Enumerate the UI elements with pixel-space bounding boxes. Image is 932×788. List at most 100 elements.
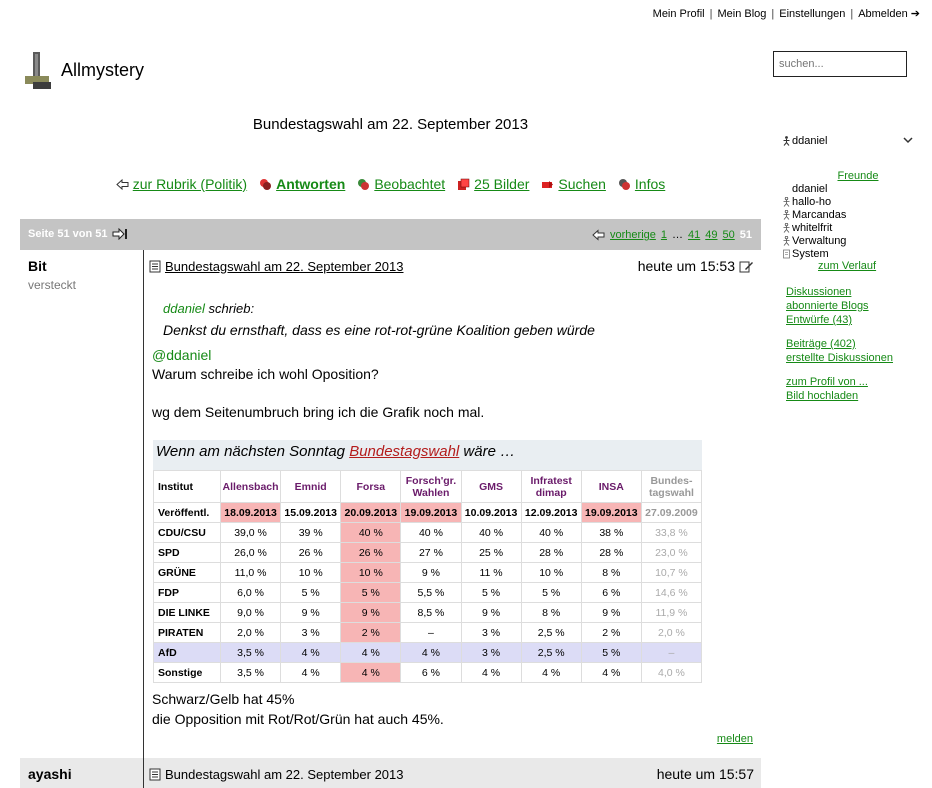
pagination-bar: Seite 51 von 51 vorherige 1 … 41 49 50 5… [20,219,761,250]
quote-author[interactable]: ddaniel [163,301,205,316]
poll-cell: 11 % [460,562,522,583]
poll-header: INSA [580,470,642,503]
my-profile-link[interactable]: Mein Profil [652,8,705,20]
friends-link[interactable]: Freunde [837,170,879,182]
poll-row: AfD 3,5 % 4 % 4 % 4 % 3 % 2,5 % 5 % – [153,642,703,663]
poll-cell: – [400,622,462,643]
poll-cell: 4,0 % [640,662,703,683]
reply-link[interactable]: Antworten [259,176,345,192]
reply-icon [260,178,272,190]
created-discussions-link[interactable]: erstellte Diskussionen [786,352,893,364]
poll-cell: 28 % [520,542,582,563]
post-divider [143,758,144,788]
post-author[interactable]: Bit [28,258,47,274]
poll-cell: – [640,642,703,663]
poll-cell: 28 % [580,542,642,563]
profile-of-link[interactable]: zum Profil von ... [786,376,868,388]
system-icon [783,249,790,258]
poll-cell: 9 % [580,602,642,623]
search-link[interactable]: Suchen [541,176,606,192]
poll-cell: 40 % [400,522,462,543]
poll-cell: 4 % [340,642,402,663]
poll-cell: 10,7 % [640,562,703,583]
friends-list: ddaniel hallo-ho Marcandas whitelfrit Ve… [783,182,913,260]
friend-item[interactable]: Marcandas [783,208,913,221]
info-icon [618,178,630,190]
user-icon [783,222,790,233]
posts-link[interactable]: Beiträge (402) [786,338,856,350]
page-link[interactable]: 49 [705,229,718,241]
poll-cell: 3,5 % [219,662,282,683]
poll-cell: 5 % [460,582,522,603]
poll-cell: 5 % [580,642,642,663]
search-input[interactable] [773,51,907,77]
report-link[interactable]: melden [716,733,753,745]
history-link[interactable]: zum Verlauf [818,260,877,272]
document-icon [149,260,161,272]
friend-item[interactable]: Verwaltung [783,234,913,247]
sidebar-user[interactable]: ddaniel [783,135,913,147]
poll-cell: 40 % [460,522,522,543]
search-icon [542,180,554,188]
jump-to-page-icon[interactable] [112,228,128,240]
thread-title: Bundestagswahl am 22. September 2013 [252,116,529,133]
poll-cell: 4 % [580,662,642,683]
poll-cell: 10 % [520,562,582,583]
subscribed-blogs-link[interactable]: abonnierte Blogs [786,300,869,312]
settings-link[interactable]: Einstellungen [779,8,846,20]
poll-row-label: GRÜNE [153,562,221,583]
page-link[interactable]: 1 [660,229,667,241]
poll-cell: 2,5 % [520,622,582,643]
info-link[interactable]: Infos [618,176,665,192]
page-info-label: Seite 51 von 51 [28,228,108,240]
brand-name[interactable]: Allmystery [61,60,145,80]
chevron-down-icon[interactable] [903,136,913,144]
discussions-link[interactable]: Diskussionen [786,286,852,298]
arrow-left-icon [115,178,129,190]
poll-cell: 6,0 % [219,582,282,603]
poll-cell: 3 % [280,622,342,643]
arrow-left-icon [592,229,605,241]
poll-title-link[interactable]: Bundestagswahl [349,443,460,460]
poll-header: Infratest dimap [520,470,582,503]
edit-icon[interactable] [739,260,754,273]
page-link[interactable]: 50 [722,229,735,241]
images-link[interactable]: 25 Bilder [457,176,529,192]
post-header: Bundestagswahl am 22. September 2013 heu… [149,258,754,274]
friend-item[interactable]: ddaniel [792,182,828,195]
allmystery-logo-icon[interactable] [25,52,51,90]
poll-row-label: FDP [153,582,221,603]
logout-link[interactable]: Abmelden ➔ [858,8,920,20]
poll-cell: 18.09.2013 [219,502,282,523]
poll-cell: 2,0 % [640,622,703,643]
poll-cell: 39,0 % [219,522,282,543]
back-to-category-link[interactable]: zur Rubrik (Politik) [115,176,247,192]
post-time: heute um 15:57 [657,766,754,782]
friend-item[interactable]: hallo-ho [783,195,913,208]
watch-link[interactable]: Beobachtet [357,176,445,192]
poll-cell: 4 % [520,662,582,683]
poll-cell: 3 % [460,642,522,663]
poll-cell: 4 % [280,662,342,683]
poll-cell: 9 % [340,602,402,623]
friend-item[interactable]: System [783,247,913,260]
previous-page-link[interactable]: vorherige [610,229,656,241]
poll-cell: 23,0 % [640,542,703,563]
sidebar: ddaniel Freunde ddaniel hallo-ho Marcand… [783,135,913,413]
post-title[interactable]: Bundestagswahl am 22. September 2013 [165,258,404,274]
user-mention[interactable]: @ddaniel [152,347,212,363]
post-text: die Opposition mit Rot/Rot/Grün hat auch… [152,711,444,727]
post-title[interactable]: Bundestagswahl am 22. September 2013 [165,766,404,782]
poll-row-label: Veröffentl. [153,502,221,523]
post-author[interactable]: ayashi [28,766,72,782]
friend-item[interactable]: whitelfrit [783,221,913,234]
poll-cell: 5 % [340,582,402,603]
post-text: Warum schreibe ich wohl Oposition? [152,366,379,382]
poll-header-row: Institut Allensbach Emnid Forsa Forsch'g… [153,470,703,503]
page-link[interactable]: 41 [688,229,701,241]
poll-cell: 3 % [460,622,522,643]
my-blog-link[interactable]: Mein Blog [717,8,767,20]
upload-image-link[interactable]: Bild hochladen [786,390,859,402]
poll-cell: 8 % [580,562,642,583]
drafts-link[interactable]: Entwürfe (43) [786,314,853,326]
